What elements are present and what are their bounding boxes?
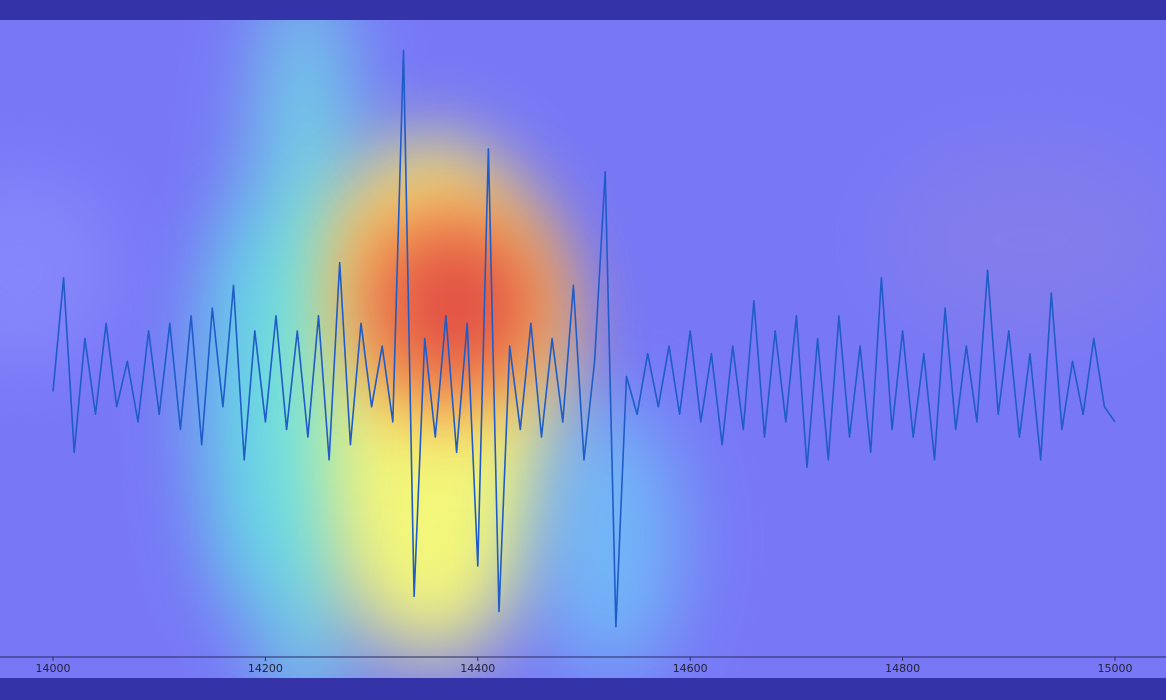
x-tick-label: 14000 (36, 662, 71, 675)
signal-line (52, 49, 1116, 628)
x-tick-label: 14400 (460, 662, 495, 675)
heatmap-overlay (0, 20, 1166, 678)
x-tick-label: 15000 (1098, 662, 1133, 675)
x-tick-label: 14200 (248, 662, 283, 675)
x-tick-label: 14800 (885, 662, 920, 675)
x-tick-label: 14600 (673, 662, 708, 675)
